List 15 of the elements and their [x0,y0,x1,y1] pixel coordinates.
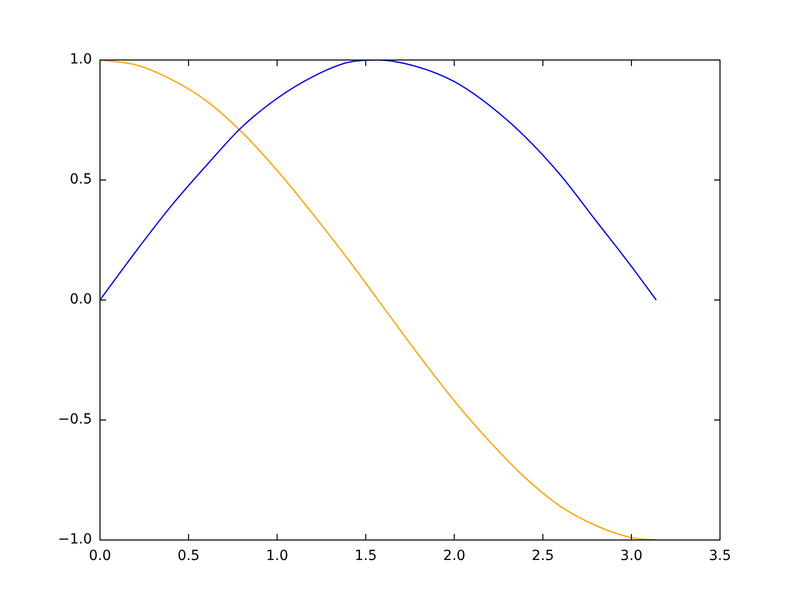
x-tick-label: 1.5 [354,548,377,564]
x-tick-label: 0.0 [88,548,112,564]
x-tick-label: 2.5 [532,548,554,564]
x-tick-label: 3.5 [708,548,732,564]
y-tick-label: −1.0 [58,532,92,548]
x-tick-label: 1.0 [266,548,288,564]
y-tick-label: 1.0 [70,52,92,68]
y-tick-label: 0.0 [70,292,92,308]
y-tick-label: −0.5 [58,412,92,428]
line-series [100,60,657,301]
x-tick-label: 2.0 [443,548,466,564]
x-tick-label: 0.5 [177,548,200,564]
x-tick-label: 3.0 [620,548,643,564]
line-series [100,60,657,540]
y-tick-label: 0.5 [70,172,92,188]
